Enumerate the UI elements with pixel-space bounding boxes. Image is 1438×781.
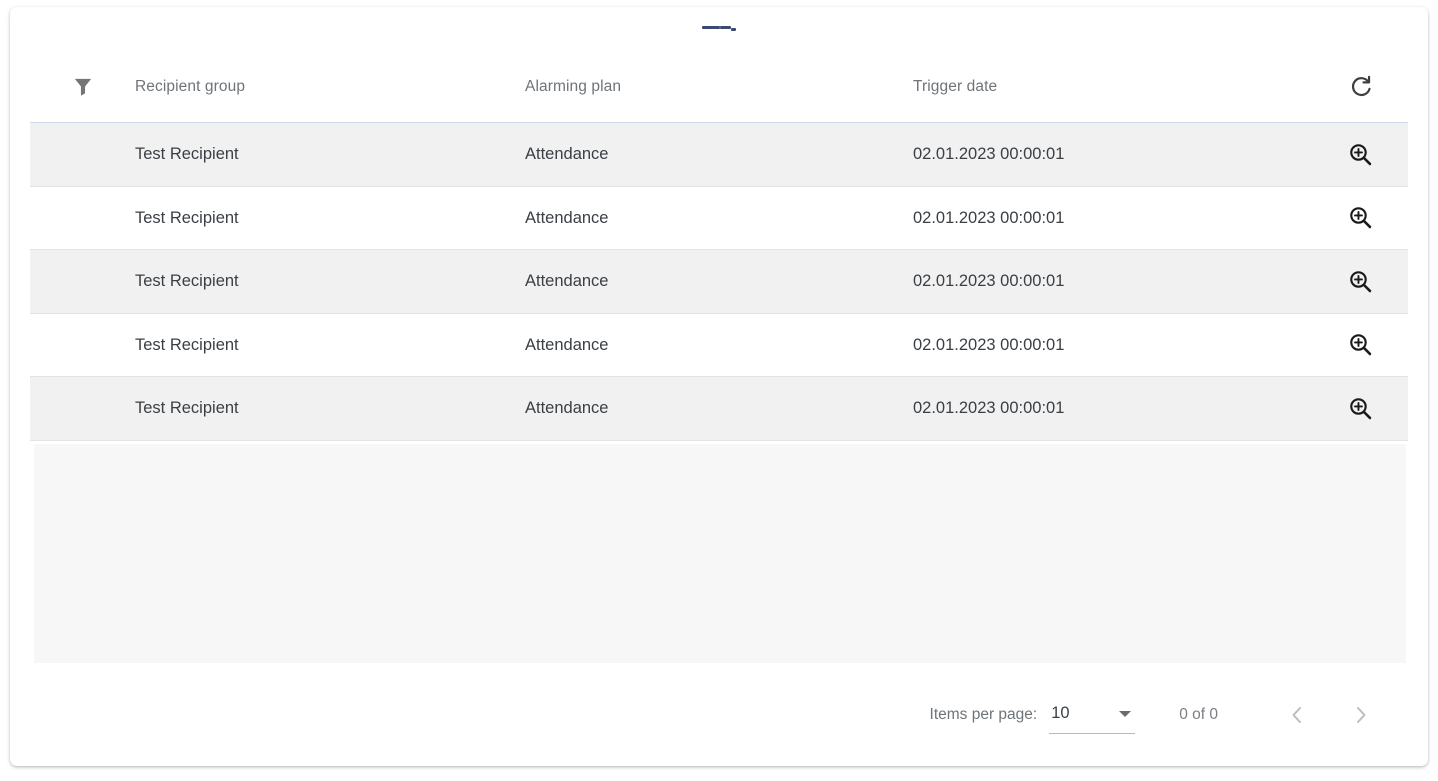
top-toolbar: [10, 7, 1428, 51]
header-cell-filter: [30, 74, 135, 100]
items-per-page-value: 10: [1051, 704, 1070, 722]
table-header-row: Recipient group Alarming plan Trigger da…: [30, 51, 1408, 122]
cell-trigger-date: 02.01.2023 00:00:01: [913, 335, 1065, 354]
cell-recipient-group: Test Recipient: [135, 272, 239, 290]
zoom-in-icon[interactable]: [1341, 388, 1381, 428]
zoom-in-glyph: [1350, 143, 1372, 165]
cell-trigger-date: 02.01.2023 00:00:01: [913, 145, 1065, 163]
table-row[interactable]: Test Recipient Attendance 02.01.2023 00:…: [30, 250, 1408, 314]
refresh-icon[interactable]: [1341, 67, 1381, 107]
zoom-in-icon[interactable]: [1341, 325, 1381, 365]
cell-recipient-group: Test Recipient: [135, 335, 239, 354]
table-row[interactable]: Test Recipient Attendance 02.01.2023 00:…: [30, 123, 1408, 187]
cell-alarming-plan: Attendance: [525, 272, 609, 290]
items-per-page-label: Items per page:: [929, 706, 1038, 723]
zoom-in-icon[interactable]: [1341, 198, 1381, 238]
cell-alarming-plan: Attendance: [525, 399, 609, 417]
row-action-cell: [1313, 388, 1408, 428]
previous-page-button[interactable]: [1280, 698, 1314, 732]
chevron-down-icon: [1119, 710, 1132, 717]
cell-trigger-date: 02.01.2023 00:00:01: [913, 272, 1065, 290]
page-range-label: 0 of 0: [1179, 706, 1218, 723]
table-row[interactable]: Test Recipient Attendance 02.01.2023 00:…: [30, 186, 1408, 250]
next-page-button[interactable]: [1344, 698, 1378, 732]
cell-recipient-group: Test Recipient: [135, 208, 239, 227]
row-action-cell: [1313, 261, 1408, 301]
zoom-in-glyph: [1350, 207, 1372, 229]
paginator: Items per page: 10 0 of 0: [10, 685, 1428, 745]
row-action-cell: [1313, 325, 1408, 365]
filter-list-bar-3: [730, 27, 736, 31]
zoom-in-glyph: [1350, 334, 1372, 356]
cell-recipient-group: Test Recipient: [135, 399, 239, 417]
cell-alarming-plan: Attendance: [525, 208, 609, 227]
header-cell-recipient-group[interactable]: Recipient group: [135, 77, 246, 95]
header-cell-refresh: [1313, 67, 1408, 107]
filter-list-icon[interactable]: [702, 14, 736, 44]
chevron-left-icon: [1292, 707, 1301, 723]
cell-trigger-date: 02.01.2023 00:00:01: [913, 208, 1065, 227]
row-action-cell: [1313, 134, 1408, 174]
items-per-page-select[interactable]: 10: [1049, 697, 1136, 734]
zoom-in-glyph: [1350, 270, 1372, 292]
header-cell-trigger-date[interactable]: Trigger date: [913, 77, 998, 95]
alarm-log-table: Recipient group Alarming plan Trigger da…: [30, 51, 1408, 441]
cell-trigger-date: 02.01.2023 00:00:01: [913, 399, 1065, 417]
table-body: Test Recipient Attendance 02.01.2023 00:…: [30, 122, 1408, 441]
empty-content-placeholder: [34, 444, 1406, 663]
row-action-cell: [1313, 198, 1408, 238]
cell-alarming-plan: Attendance: [525, 335, 609, 354]
paginator-nav: [1280, 698, 1378, 732]
cell-recipient-group: Test Recipient: [135, 145, 239, 163]
header-cell-alarming-plan[interactable]: Alarming plan: [525, 77, 622, 95]
filter-list-bar-1: [702, 26, 720, 29]
chevron-right-icon: [1357, 707, 1366, 723]
table-row[interactable]: Test Recipient Attendance 02.01.2023 00:…: [30, 313, 1408, 377]
refresh-glyph: [1351, 75, 1371, 96]
table-row[interactable]: Test Recipient Attendance 02.01.2023 00:…: [30, 377, 1408, 441]
zoom-in-icon[interactable]: [1341, 261, 1381, 301]
funnel-filter-icon[interactable]: [70, 74, 96, 100]
alarm-log-card: Recipient group Alarming plan Trigger da…: [10, 7, 1428, 766]
zoom-in-glyph: [1350, 397, 1372, 419]
filter-list-bar-2: [719, 26, 731, 29]
cell-alarming-plan: Attendance: [525, 145, 609, 163]
zoom-in-icon[interactable]: [1341, 134, 1381, 174]
